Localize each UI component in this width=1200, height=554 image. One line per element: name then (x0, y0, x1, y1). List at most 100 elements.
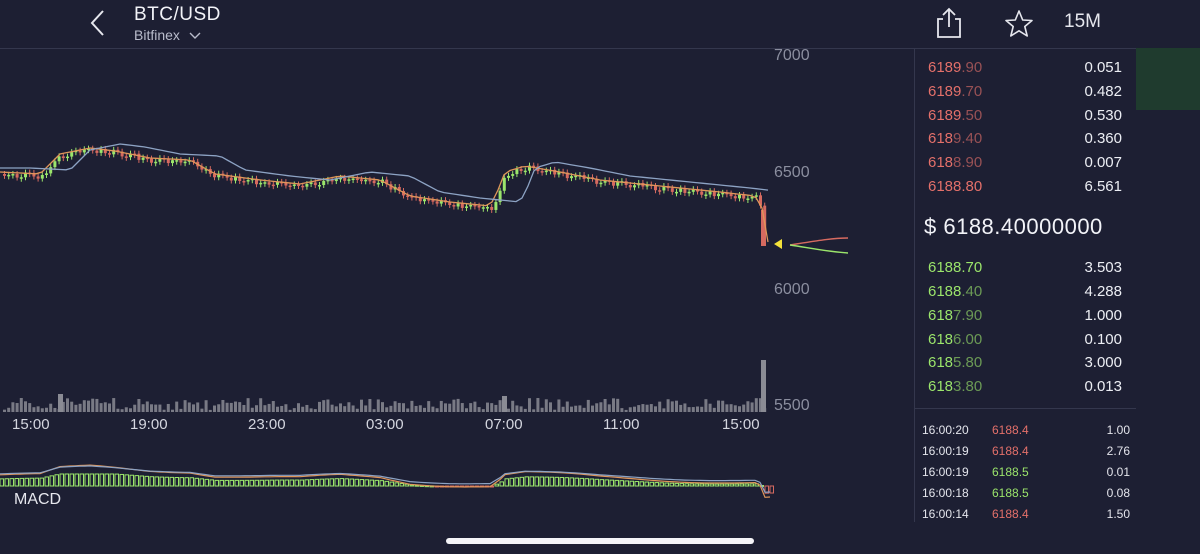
macd-histogram-bar (164, 476, 169, 487)
candle (595, 178, 599, 184)
volume-bar (507, 408, 510, 412)
ma-slow-line (0, 143, 769, 203)
volume-bar (78, 403, 82, 412)
volume-bar (595, 403, 599, 412)
candle (271, 184, 275, 187)
favorite-button[interactable] (1004, 9, 1034, 39)
candle (729, 193, 733, 197)
volume-bar (255, 405, 258, 412)
current-price-marker-icon (774, 239, 782, 249)
candle (129, 153, 132, 158)
candle (158, 158, 162, 162)
macd-histogram-bar (229, 479, 234, 487)
macd-histogram-bar (664, 482, 669, 487)
volume-bar (431, 406, 435, 412)
volume-bar (19, 398, 23, 412)
macd-histogram-bar (254, 479, 259, 487)
macd-histogram-bar (154, 476, 159, 487)
candle (687, 191, 691, 194)
macd-histogram-bar (554, 476, 559, 487)
volume-bar (582, 407, 586, 412)
exchange-selector[interactable]: Bitfinex (134, 27, 201, 43)
candle (150, 158, 153, 163)
candlestick-chart[interactable] (0, 48, 914, 522)
share-button[interactable] (934, 7, 964, 39)
macd-histogram-bar (374, 479, 379, 487)
bid-row[interactable]: 6185.80 3.000 (928, 354, 1122, 371)
macd-histogram-bar (324, 478, 329, 487)
volume-bar (334, 406, 338, 412)
macd-histogram-bar (684, 483, 689, 487)
bid-row[interactable]: 6183.80 0.013 (928, 378, 1122, 395)
candle (179, 160, 183, 163)
bid-row[interactable]: 6186.00 0.100 (928, 331, 1122, 348)
volume-bar (607, 404, 611, 412)
volume-bar (439, 400, 443, 412)
candle (448, 202, 452, 206)
ask-row[interactable]: 6188.80 6.561 (928, 178, 1122, 195)
volume-bar (288, 409, 292, 412)
candle (120, 151, 124, 157)
macd-histogram-bar (524, 476, 529, 487)
volume-bar (238, 402, 242, 412)
back-button[interactable] (86, 6, 112, 40)
volume-bar (393, 401, 397, 412)
macd-histogram-bar (589, 478, 594, 487)
candle (99, 148, 103, 153)
candle (116, 149, 120, 152)
macd-histogram-bar (59, 473, 64, 487)
volume-bar (271, 401, 275, 412)
bid-row[interactable]: 6188.70 3.503 (928, 259, 1122, 276)
ask-row[interactable]: 6189.50 0.530 (928, 107, 1122, 124)
trade-row: 16:00:19 6188.4 2.76 (922, 444, 1130, 458)
macd-histogram-bar (159, 476, 164, 487)
volume-bar (561, 406, 565, 412)
candle (301, 185, 305, 188)
volume-bar (229, 402, 233, 412)
time-tick: 07:00 (485, 416, 523, 433)
ask-row[interactable]: 6188.90 0.007 (928, 154, 1122, 171)
bid-row[interactable]: 6187.90 1.000 (928, 307, 1122, 324)
candle (70, 152, 74, 157)
candle (469, 204, 473, 207)
volume-bar (410, 400, 414, 412)
macd-histogram-bar (119, 473, 124, 487)
volume-bar (549, 402, 552, 412)
macd-histogram-bar (509, 477, 514, 487)
macd-histogram-bar (714, 483, 719, 487)
candle (330, 179, 334, 182)
macd-histogram-bar (204, 478, 209, 487)
volume-bar (683, 403, 687, 412)
pair-title: BTC/USD (134, 4, 221, 25)
volume-bar (423, 407, 426, 412)
candle (53, 161, 57, 168)
bid-row[interactable]: 6188.40 4.288 (928, 283, 1122, 300)
ask-row[interactable]: 6189.70 0.482 (928, 83, 1122, 100)
macd-histogram-bar (304, 479, 309, 487)
volume-bar (372, 409, 376, 412)
volume-bar (515, 405, 519, 412)
candle (733, 196, 737, 199)
volume-bar (502, 396, 507, 412)
candle (204, 169, 208, 171)
volume-bar (112, 398, 116, 412)
macd-histogram-bar (619, 480, 624, 487)
candle (494, 202, 498, 210)
macd-histogram-bar (559, 476, 564, 487)
ask-row[interactable]: 6189.40 0.360 (928, 130, 1122, 147)
candle (431, 200, 435, 202)
macd-histogram-bar (764, 485, 769, 494)
candle (339, 177, 342, 180)
volume-bar (313, 409, 317, 412)
volume-bar (162, 409, 166, 412)
volume-bar (444, 403, 447, 412)
volume-bar (368, 399, 372, 412)
interval-selector[interactable]: 15M (1064, 11, 1101, 32)
volume-bar (91, 398, 95, 412)
macd-histogram-bar (344, 478, 349, 487)
home-indicator[interactable] (446, 538, 754, 544)
volume-bar (679, 404, 683, 412)
candle (376, 182, 380, 185)
macd-histogram-bar (739, 483, 744, 487)
ask-row[interactable]: 6189.90 0.051 (928, 59, 1122, 76)
